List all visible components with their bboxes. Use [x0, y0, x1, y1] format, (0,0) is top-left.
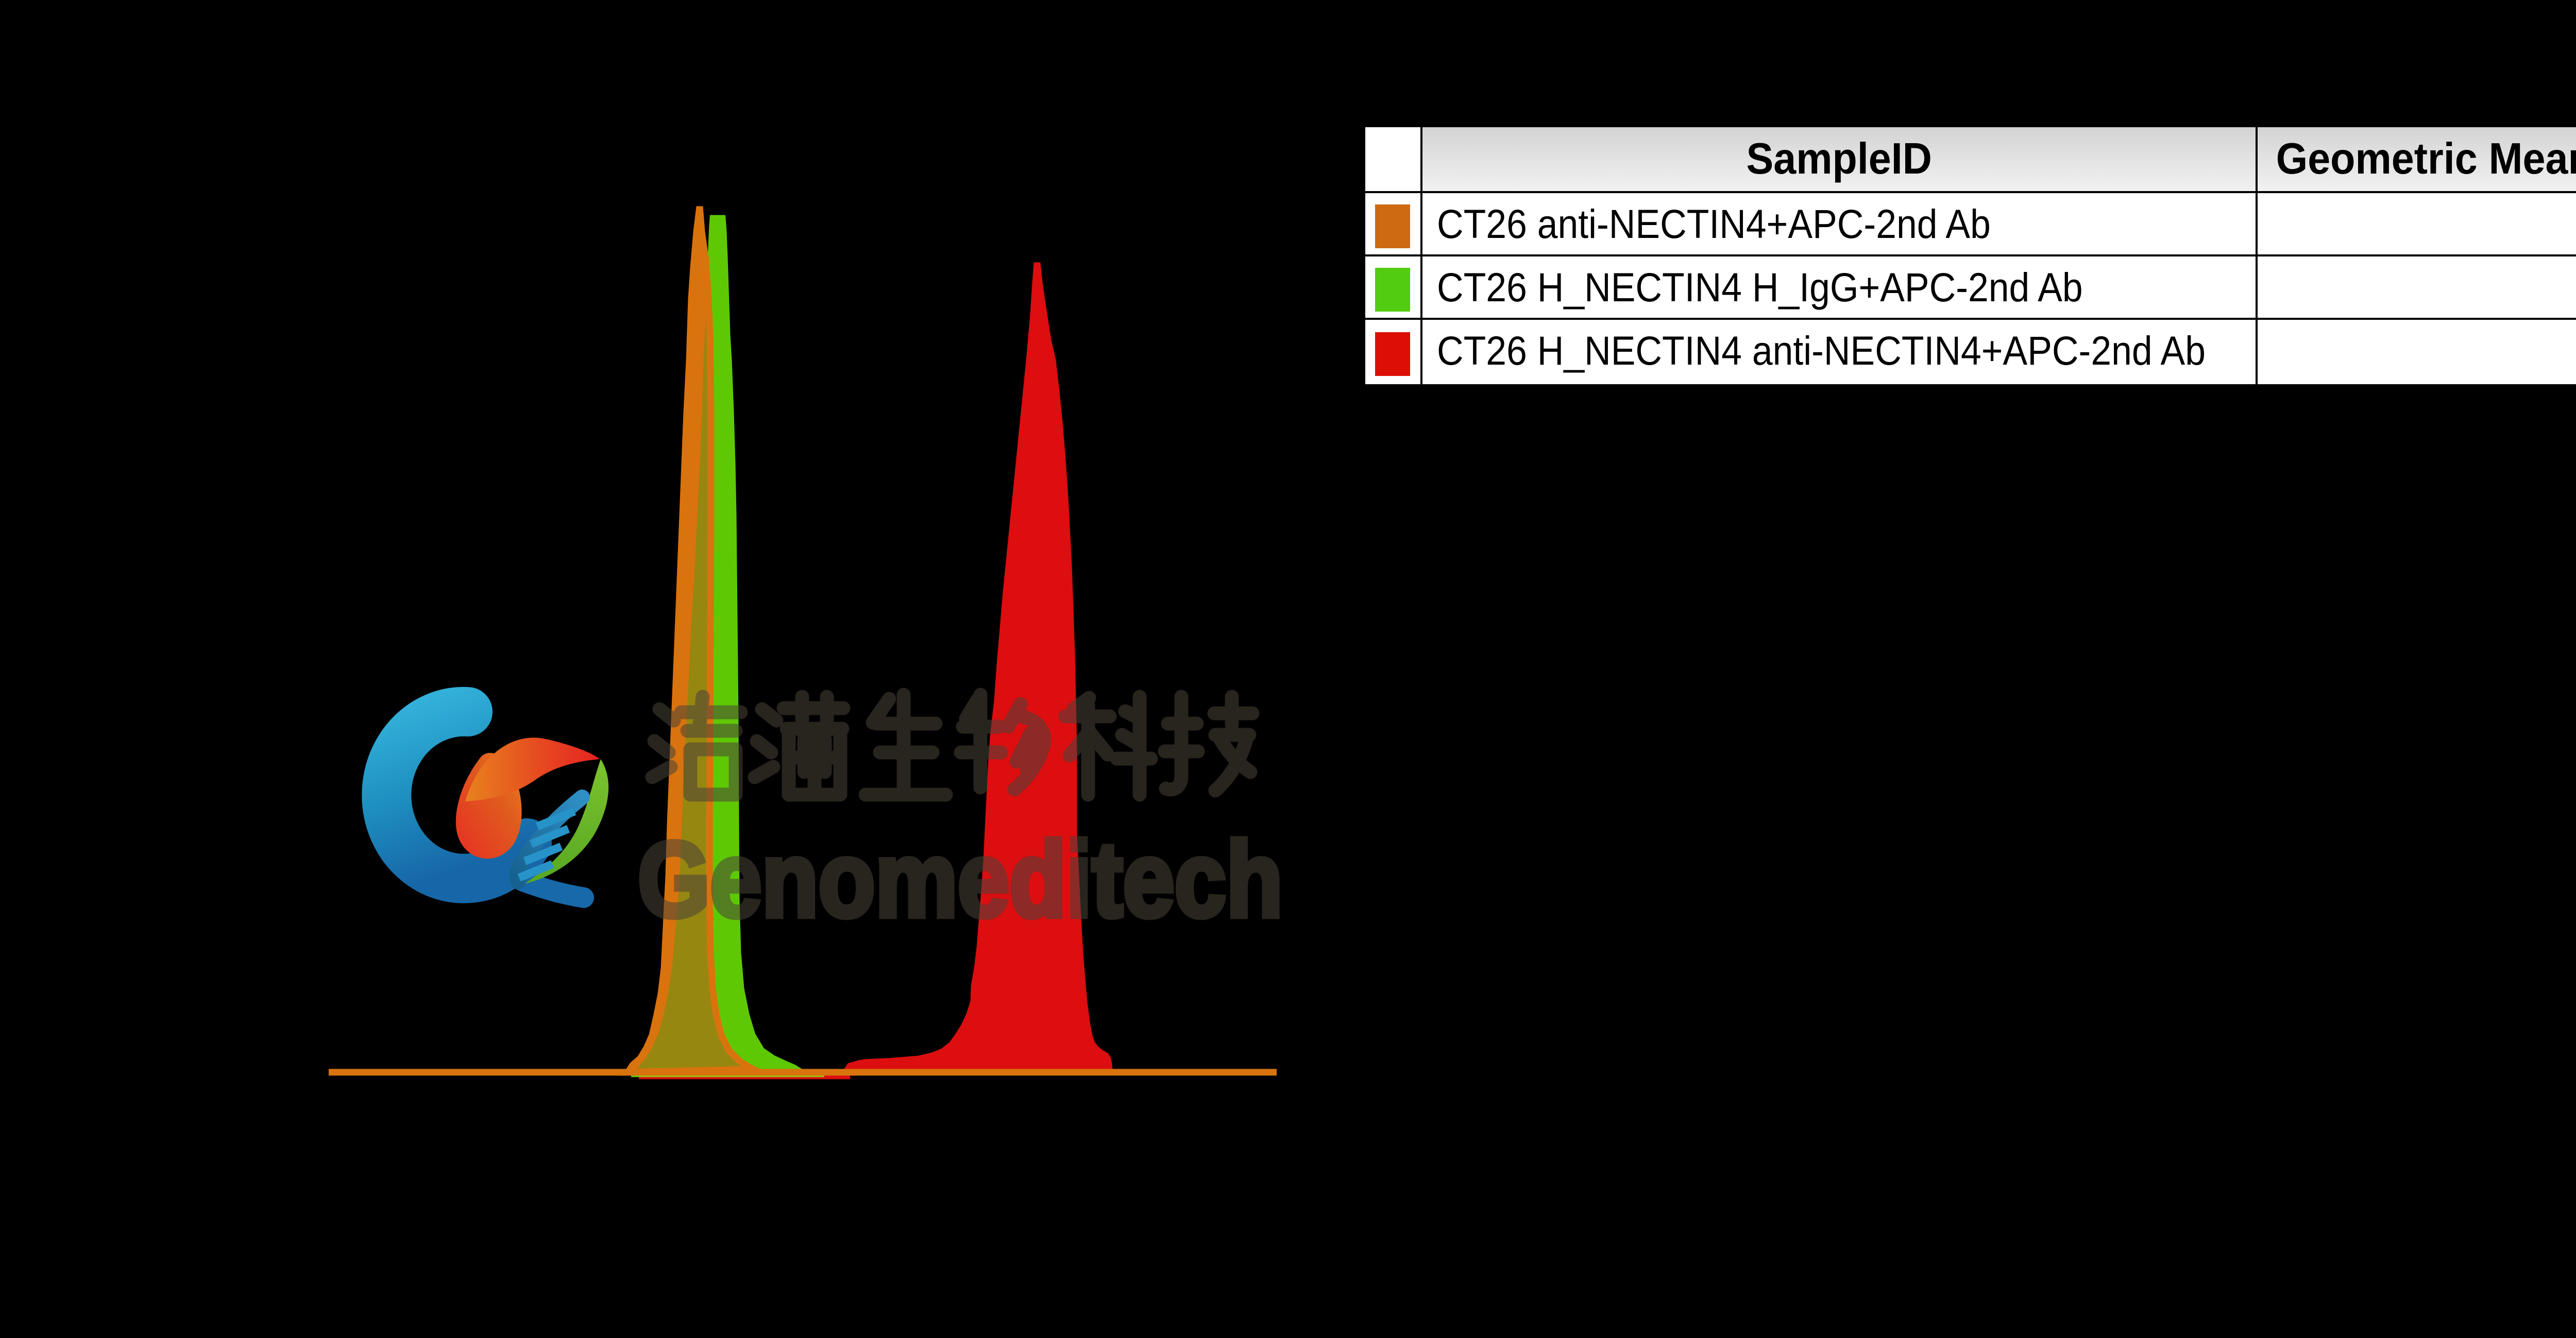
- svg-text:Genomeditech: Genomeditech: [638, 820, 1283, 939]
